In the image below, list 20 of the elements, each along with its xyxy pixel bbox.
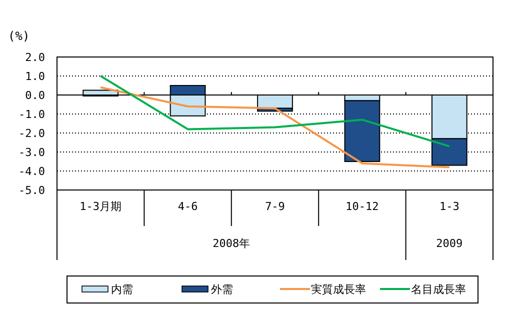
text: 2009 bbox=[436, 237, 463, 250]
x-tick-label: 1-3 bbox=[439, 200, 460, 213]
legend-label: 名目成長率 bbox=[411, 282, 466, 296]
y-tick-label: -1.0 bbox=[18, 108, 45, 121]
y-tick-label: 0.0 bbox=[25, 88, 45, 102]
x-tick-label: 4-6 bbox=[178, 200, 198, 213]
x-tick-label: 7-9 bbox=[265, 200, 285, 213]
y-tick-label: 2.0 bbox=[25, 50, 45, 64]
x-tick-label: 10-12 bbox=[346, 200, 379, 213]
y-tick-label: -3.0 bbox=[18, 146, 45, 159]
y-tick-label: 1.0 bbox=[25, 70, 45, 83]
legend-label: 内需 bbox=[111, 282, 133, 296]
x-tick-label: 1-3月期 bbox=[80, 200, 122, 213]
text: 2008年 bbox=[212, 237, 250, 250]
y-axis-title: (%) bbox=[8, 29, 30, 43]
legend-label: 実質成長率 bbox=[311, 282, 366, 296]
y-tick-label: -4.0 bbox=[18, 164, 45, 178]
y-tick-label: -5.0 bbox=[18, 184, 45, 197]
legend-label: 外需 bbox=[211, 282, 233, 296]
y-tick-label: -2.0 bbox=[18, 126, 45, 140]
